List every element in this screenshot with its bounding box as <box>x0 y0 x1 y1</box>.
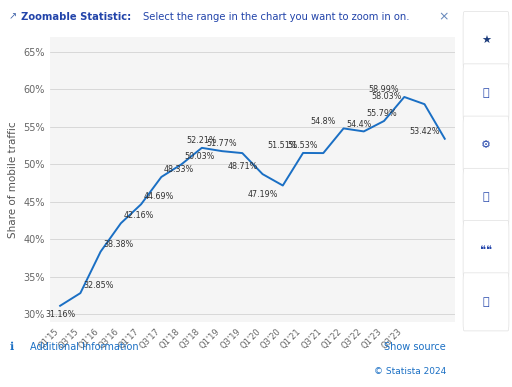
FancyBboxPatch shape <box>463 168 509 226</box>
Text: 🔗: 🔗 <box>483 192 489 202</box>
Text: 55.79%: 55.79% <box>367 109 397 118</box>
Text: 58.99%: 58.99% <box>369 85 399 94</box>
Text: 51.53%: 51.53% <box>288 141 318 150</box>
Text: 48.33%: 48.33% <box>164 165 195 174</box>
Text: © Statista 2024: © Statista 2024 <box>374 367 446 376</box>
Text: 38.38%: 38.38% <box>103 240 134 249</box>
Text: 31.16%: 31.16% <box>45 310 75 319</box>
Text: 44.69%: 44.69% <box>144 192 174 202</box>
Text: 54.8%: 54.8% <box>311 116 336 126</box>
Text: 51.77%: 51.77% <box>207 139 238 148</box>
Text: 🖨: 🖨 <box>483 297 489 307</box>
Text: Select the range in the chart you want to zoom in on.: Select the range in the chart you want t… <box>143 12 409 22</box>
FancyBboxPatch shape <box>463 64 509 122</box>
Text: ↗: ↗ <box>8 12 16 22</box>
Text: Additional Information: Additional Information <box>30 342 139 353</box>
Text: 51.51%: 51.51% <box>268 141 298 150</box>
Text: 48.71%: 48.71% <box>227 162 258 171</box>
Text: 54.4%: 54.4% <box>346 120 372 128</box>
Text: 42.16%: 42.16% <box>123 211 154 221</box>
Text: Show source: Show source <box>385 342 446 353</box>
Text: 52.21%: 52.21% <box>186 136 217 145</box>
Text: ⚙: ⚙ <box>481 140 491 150</box>
Text: ℹ: ℹ <box>9 342 13 353</box>
Text: Zoomable Statistic:: Zoomable Statistic: <box>20 12 131 22</box>
Text: 47.19%: 47.19% <box>247 190 278 199</box>
FancyBboxPatch shape <box>463 273 509 331</box>
Y-axis label: Share of mobile traffic: Share of mobile traffic <box>8 121 18 238</box>
Text: ×: × <box>439 10 449 23</box>
Text: 53.42%: 53.42% <box>409 127 440 136</box>
Text: 32.85%: 32.85% <box>83 281 114 290</box>
Text: 50.03%: 50.03% <box>184 152 215 161</box>
FancyBboxPatch shape <box>463 116 509 174</box>
Text: 58.03%: 58.03% <box>371 92 401 101</box>
Text: ★: ★ <box>481 36 491 46</box>
Text: ❝❝: ❝❝ <box>480 245 492 255</box>
FancyBboxPatch shape <box>463 221 509 279</box>
FancyBboxPatch shape <box>463 12 509 70</box>
Text: 🏠: 🏠 <box>483 88 489 98</box>
